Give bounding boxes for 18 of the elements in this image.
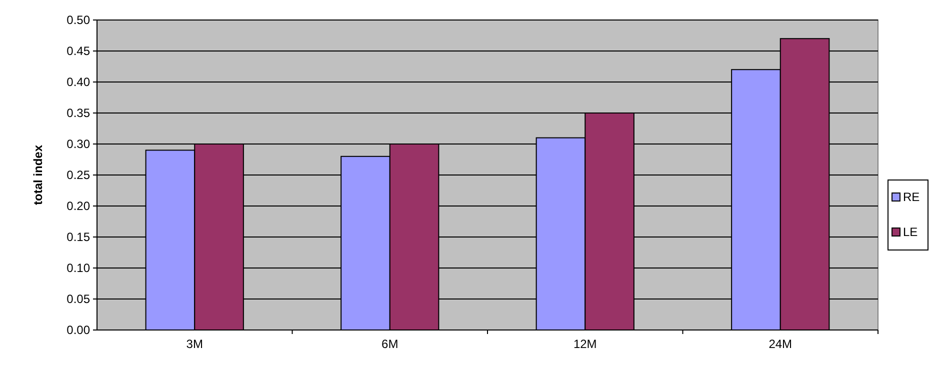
x-tick-label: 12M [573, 337, 597, 351]
y-tick-label: 0.05 [66, 292, 90, 306]
y-tick-label: 0.10 [66, 261, 90, 276]
legend-label: RE [903, 190, 920, 204]
legend-label: LE [903, 225, 918, 240]
y-axis-title: total index [31, 144, 45, 206]
x-tick-label: 24M [768, 337, 792, 351]
x-tick-label: 6M [382, 337, 398, 351]
y-tick-label: 0.15 [66, 230, 90, 244]
x-tick-label: 3M [186, 337, 203, 351]
y-tick-label: 0.00 [66, 323, 90, 338]
y-tick-label: 0.20 [66, 199, 90, 214]
y-tick-label: 0.25 [66, 168, 90, 182]
y-tick-label: 0.35 [66, 106, 90, 120]
y-tick-label: 0.45 [66, 44, 90, 58]
y-tick-label: 0.50 [66, 13, 90, 28]
y-tick-label: 0.40 [66, 75, 90, 90]
y-tick-label: 0.30 [66, 137, 90, 152]
